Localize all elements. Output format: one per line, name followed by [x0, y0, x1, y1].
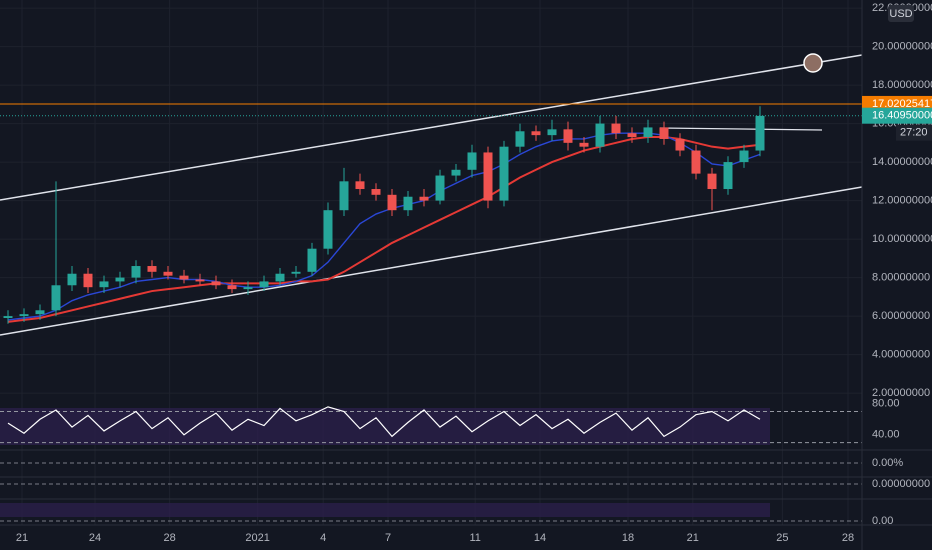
rsi-band — [0, 408, 770, 445]
candle-body — [99, 281, 109, 288]
candle-body — [35, 310, 45, 315]
y-tick-label: 2.00000000 — [872, 387, 930, 399]
x-tick-label: 28 — [842, 532, 854, 544]
candle-body — [307, 248, 317, 272]
x-tick-label: 21 — [16, 532, 28, 544]
candle-body — [579, 142, 589, 147]
candle-body — [323, 210, 333, 249]
x-tick-label: 25 — [776, 532, 788, 544]
candle-body — [211, 281, 221, 286]
candle-body — [147, 266, 157, 272]
candle-body — [691, 150, 701, 174]
pane-tick-label: 0.00 — [872, 515, 893, 527]
candle-body — [451, 169, 461, 176]
y-tick-label: 10.00000000 — [872, 233, 932, 245]
candle-body — [131, 266, 141, 278]
price-badge — [862, 107, 932, 124]
x-tick-label: 11 — [469, 532, 480, 544]
x-tick-label: 18 — [622, 532, 634, 544]
y-tick-label: 4.00000000 — [872, 348, 930, 360]
candle-body — [515, 131, 525, 147]
candle-body — [115, 277, 125, 282]
candle-body — [163, 271, 173, 276]
currency: USD — [889, 8, 912, 20]
candle-body — [547, 129, 557, 136]
candle-body — [627, 133, 637, 138]
candle-body — [275, 273, 285, 282]
candle-body — [403, 196, 413, 211]
candle-body — [531, 131, 541, 136]
channel-lower — [0, 186, 863, 336]
candle-body — [595, 123, 605, 147]
x-tick-label: 24 — [89, 532, 101, 544]
countdown: 27:20 — [900, 127, 928, 139]
candle-body — [739, 150, 749, 163]
candle-body — [243, 287, 253, 290]
y-tick-label: 14.00000000 — [872, 156, 932, 168]
candle-body — [723, 162, 733, 190]
pane-tick-label: 0.00% — [872, 457, 903, 469]
candle-body — [643, 127, 653, 138]
candle-body — [387, 194, 397, 211]
candle-body — [483, 152, 493, 201]
rsi-tick-label: 80.00 — [872, 398, 900, 410]
marks — [0, 103, 862, 522]
channel-upper — [0, 54, 863, 201]
candle-body — [339, 181, 349, 211]
candle-body — [563, 129, 573, 143]
currency-badge[interactable] — [888, 5, 914, 22]
drawing-anchor[interactable] — [803, 53, 823, 73]
candle-body — [67, 273, 77, 286]
candle-body — [435, 175, 445, 201]
countdown-badge — [896, 124, 932, 141]
x-tick-label: 4 — [320, 532, 326, 544]
pane-tick-label: 0.00000000 — [872, 478, 930, 490]
candle-body — [227, 285, 237, 290]
candle-body — [291, 271, 301, 274]
candle-body — [3, 316, 13, 318]
moving-average — [7, 136, 761, 323]
x-tick-label: 14 — [534, 532, 546, 544]
y-tick-label: 12.00000000 — [872, 194, 932, 206]
candle-body — [195, 279, 205, 282]
horizontal-ray — [659, 127, 823, 131]
y-tick-label: 8.00000000 — [872, 271, 930, 283]
x-tick-label: 7 — [385, 532, 391, 544]
candle-body — [755, 115, 765, 151]
candle-body — [707, 173, 717, 190]
candle-body — [19, 314, 29, 317]
candle-body — [259, 281, 269, 288]
candle-body — [355, 181, 365, 190]
stoch-band — [0, 503, 770, 517]
candle-body — [499, 146, 509, 201]
candle-body — [83, 273, 93, 288]
candle-body — [371, 189, 381, 195]
candle-body — [611, 123, 621, 134]
candle-body — [419, 196, 429, 201]
rsi-tick-label: 40.00 — [872, 429, 900, 441]
candle-body — [467, 152, 477, 170]
price-label: 16.40950000 — [872, 110, 932, 122]
price-label: 17.02025417 — [872, 98, 932, 110]
x-tick-label: 21 — [687, 532, 699, 544]
y-tick-label: 20.00000000 — [872, 40, 932, 52]
candle-body — [179, 275, 189, 280]
candle-body — [51, 285, 61, 311]
candle-body — [675, 138, 685, 151]
rsi-line — [7, 406, 761, 438]
y-tick-label: 6.00000000 — [872, 310, 930, 322]
labels: 2.00000000 4.00000000 6.00000000 8.00000000… — [16, 2, 932, 544]
x-tick-label: 28 — [163, 532, 175, 544]
candle-body — [659, 127, 669, 139]
y-tick-label: 18.00000000 — [872, 79, 932, 91]
x-tick-label: 2021 — [245, 532, 269, 544]
